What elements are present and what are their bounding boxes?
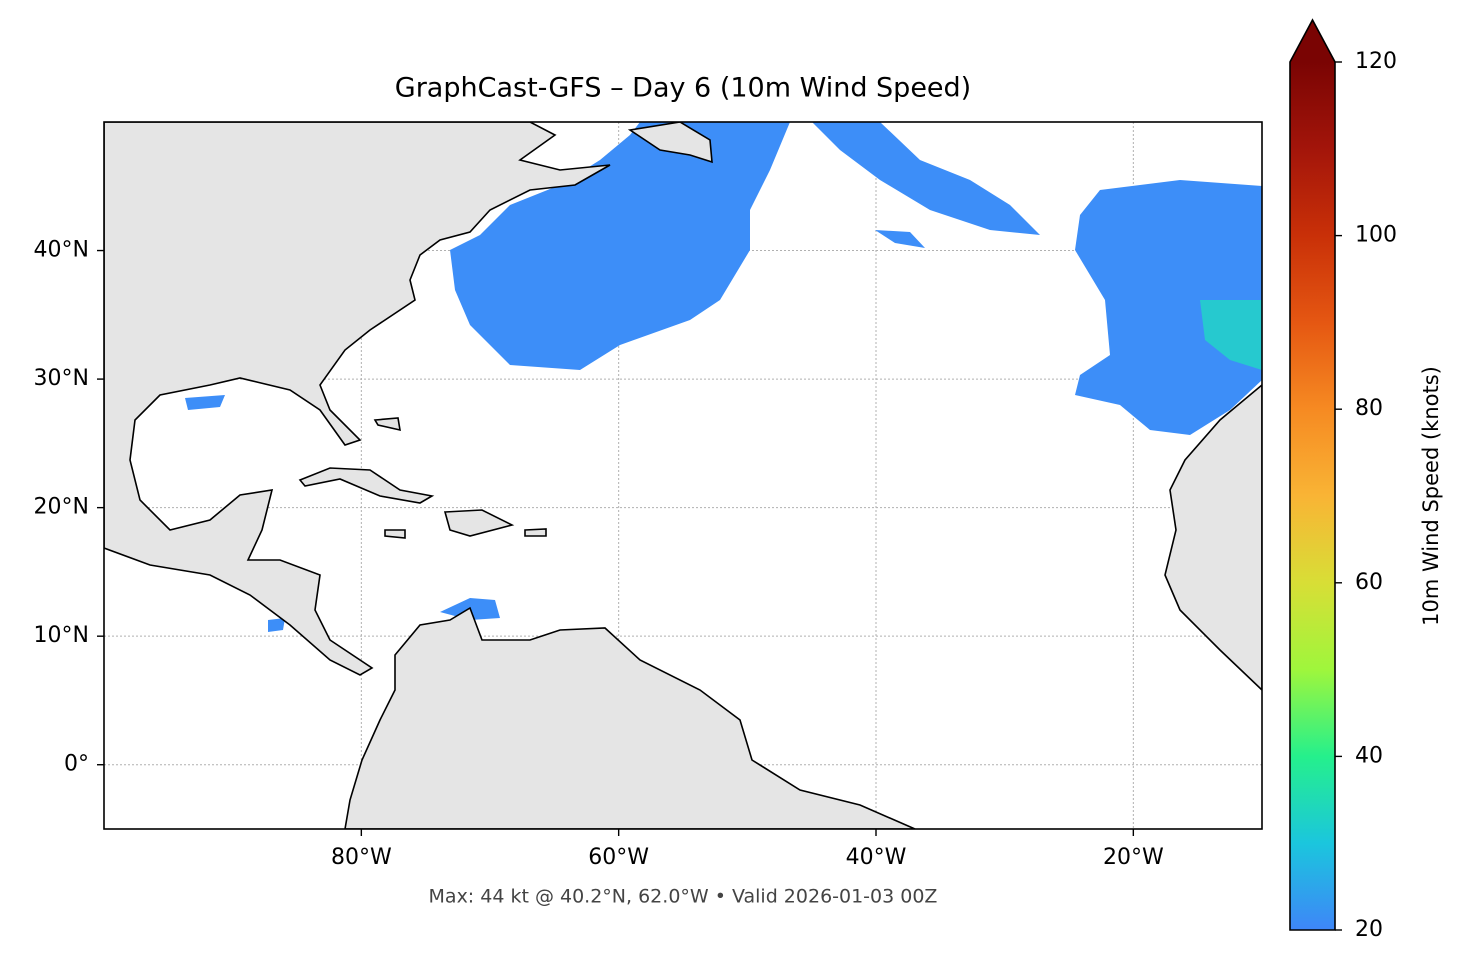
- colorbar-tick-label: 80: [1355, 396, 1383, 421]
- x-tick-label: 80°W: [331, 845, 392, 870]
- colorbar: [1290, 62, 1335, 930]
- colorbar-frame: [1289, 18, 1336, 931]
- x-tick-label: 40°W: [846, 845, 907, 870]
- y-tick-label: 20°N: [34, 495, 89, 520]
- land: [344, 606, 916, 829]
- wind-area: [1200, 300, 1262, 370]
- caption: Max: 44 kt @ 40.2°N, 62.0°W • Valid 2026…: [429, 886, 938, 908]
- land: [627, 122, 713, 164]
- wind-area: [450, 122, 790, 370]
- land: [298, 417, 547, 539]
- plot-frame: [103, 121, 1263, 830]
- chart-title: GraphCast-GFS – Day 6 (10m Wind Speed): [395, 73, 971, 104]
- x-tick-label: 60°W: [588, 845, 649, 870]
- land: [104, 122, 611, 676]
- colorbar-label: 10m Wind Speed (knots): [1419, 366, 1443, 626]
- map: [104, 122, 1262, 829]
- y-tick-label: 10°N: [34, 623, 89, 648]
- colorbar-extend: [1290, 20, 1335, 62]
- y-tick-label: 0°: [64, 752, 89, 777]
- y-tick-label: 40°N: [34, 238, 89, 263]
- colorbar-tick-label: 20: [1355, 917, 1383, 942]
- wind-area: [1075, 180, 1262, 435]
- y-tick-label: 30°N: [34, 366, 89, 391]
- x-tick-label: 20°W: [1103, 845, 1164, 870]
- colorbar-tick-label: 120: [1355, 49, 1397, 74]
- land: [1164, 383, 1262, 692]
- colorbar-tick-label: 60: [1355, 570, 1383, 595]
- colorbar-tick-label: 40: [1355, 743, 1383, 768]
- colorbar-tick-label: 100: [1355, 223, 1397, 248]
- wind-area: [812, 122, 1040, 248]
